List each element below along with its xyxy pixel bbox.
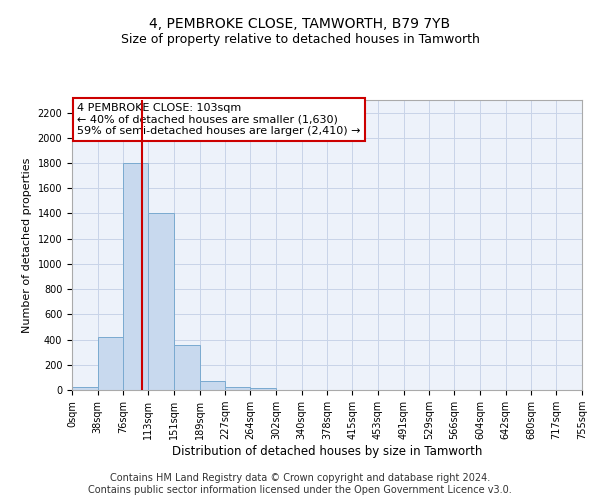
Bar — [98, 337, 124, 390]
Bar — [148, 214, 174, 390]
X-axis label: Distribution of detached houses by size in Tamworth: Distribution of detached houses by size … — [172, 445, 482, 458]
Text: Contains HM Land Registry data © Crown copyright and database right 2024.
Contai: Contains HM Land Registry data © Crown c… — [88, 474, 512, 495]
Bar — [250, 388, 276, 390]
Bar — [200, 380, 226, 390]
Bar — [124, 163, 148, 390]
Bar — [72, 388, 98, 390]
Text: Size of property relative to detached houses in Tamworth: Size of property relative to detached ho… — [121, 32, 479, 46]
Text: 4 PEMBROKE CLOSE: 103sqm
← 40% of detached houses are smaller (1,630)
59% of sem: 4 PEMBROKE CLOSE: 103sqm ← 40% of detach… — [77, 103, 361, 136]
Y-axis label: Number of detached properties: Number of detached properties — [22, 158, 32, 332]
Bar — [174, 345, 200, 390]
Bar — [226, 387, 250, 390]
Text: 4, PEMBROKE CLOSE, TAMWORTH, B79 7YB: 4, PEMBROKE CLOSE, TAMWORTH, B79 7YB — [149, 18, 451, 32]
